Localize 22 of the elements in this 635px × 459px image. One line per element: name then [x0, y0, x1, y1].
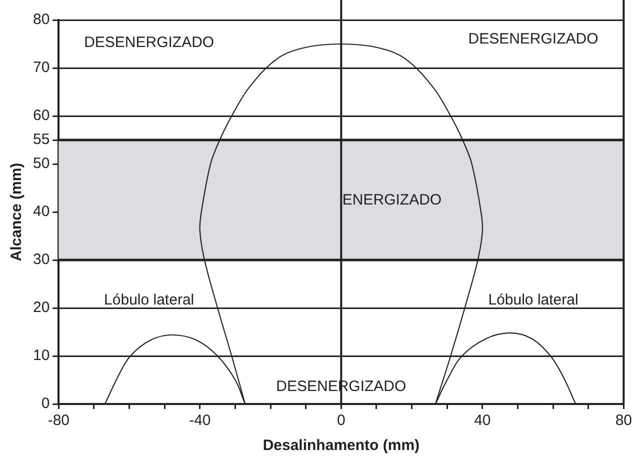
y-tick-label: 40	[32, 203, 50, 220]
annotation: Lóbulo lateral	[488, 291, 578, 308]
x-tick-label: -40	[189, 412, 211, 430]
x-tick-label: 80	[615, 412, 632, 430]
y-tick-label: 30	[32, 251, 50, 268]
annotation: Lóbulo lateral	[104, 291, 194, 308]
y-tick-label: 80	[32, 11, 50, 28]
y-tick-label: 50	[32, 155, 50, 172]
x-tick-label: 0	[337, 412, 346, 430]
y-tick-label: 55	[32, 131, 50, 148]
y-tick-label: 60	[32, 107, 50, 124]
x-axis-title: Desalinhamento (mm)	[262, 437, 420, 454]
y-tick-label: 10	[32, 347, 50, 364]
x-tick-label: 40	[474, 412, 491, 430]
y-axis-title: Alcance (mm)	[8, 162, 26, 262]
y-tick-label: 0	[41, 395, 50, 412]
annotation: ENERGIZADO	[342, 192, 442, 209]
x-tick-label: -80	[48, 412, 70, 430]
y-tick-label: 20	[32, 299, 50, 316]
annotation: DESENERGIZADO	[468, 30, 598, 48]
y-tick-label: 70	[32, 59, 50, 76]
annotation: DESENERGIZADO	[84, 34, 214, 52]
